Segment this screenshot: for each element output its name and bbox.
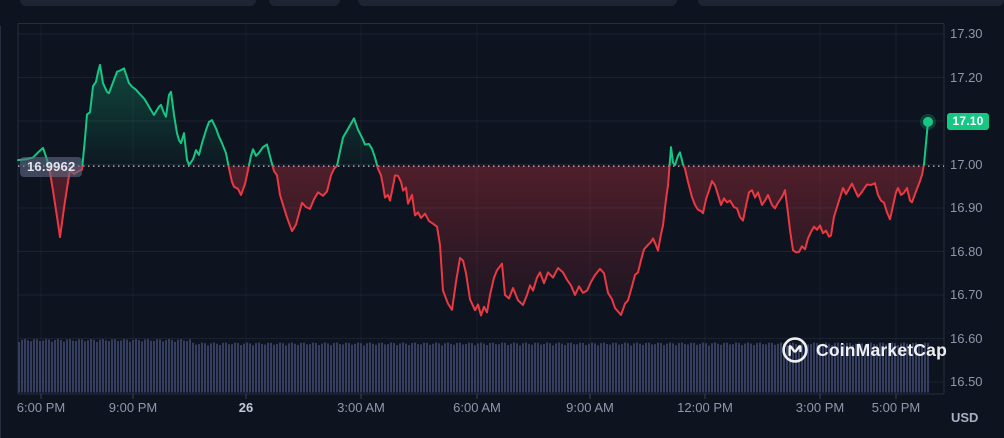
y-axis-label: 17.00 <box>950 156 983 172</box>
x-axis-label: 12:00 PM <box>677 400 733 415</box>
widget-left-border <box>0 26 1 438</box>
coinmarketcap-logo-icon <box>782 337 808 363</box>
y-axis-label: 17.20 <box>950 69 983 85</box>
y-axis-label: 16.50 <box>950 374 983 389</box>
x-axis-label: 3:00 AM <box>337 400 385 415</box>
x-axis-label: 3:00 PM <box>795 400 845 415</box>
toolbar-chip-2[interactable] <box>269 0 340 6</box>
current-price-badge: 17.10 <box>947 112 989 130</box>
toolbar-chip-3[interactable] <box>358 0 677 6</box>
y-axis-label: 16.70 <box>950 287 983 302</box>
x-axis-label: 9:00 PM <box>108 400 158 415</box>
plot-border <box>17 23 945 395</box>
y-axis-label: 16.90 <box>950 200 983 215</box>
y-axis-label: 16.60 <box>950 330 983 346</box>
price-line-up <box>17 63 929 167</box>
x-axis-label: 26 <box>238 400 254 415</box>
y-axis-label: 16.80 <box>950 243 983 259</box>
currency-label: USD <box>951 410 979 425</box>
previous-close-label: 16.9962 <box>20 157 83 177</box>
watermark-text: CoinMarketCap <box>816 339 947 360</box>
y-axis-label: 17.30 <box>950 26 983 41</box>
price-line-down <box>47 166 925 317</box>
coinmarketcap-watermark: CoinMarketCap <box>781 336 947 364</box>
x-axis-label: 5:00 PM <box>871 400 921 415</box>
area-fill-up <box>18 64 928 167</box>
toolbar-chip-4[interactable] <box>698 0 1004 6</box>
x-axis-label: 6:00 PM <box>16 400 66 415</box>
volume-bars <box>18 339 929 393</box>
toolbar-chip-1[interactable] <box>20 0 256 6</box>
x-axis-label: 9:00 AM <box>566 400 614 415</box>
x-axis-label: 6:00 AM <box>453 400 501 415</box>
last-price-dot <box>923 116 933 127</box>
area-fill-down <box>18 166 928 316</box>
